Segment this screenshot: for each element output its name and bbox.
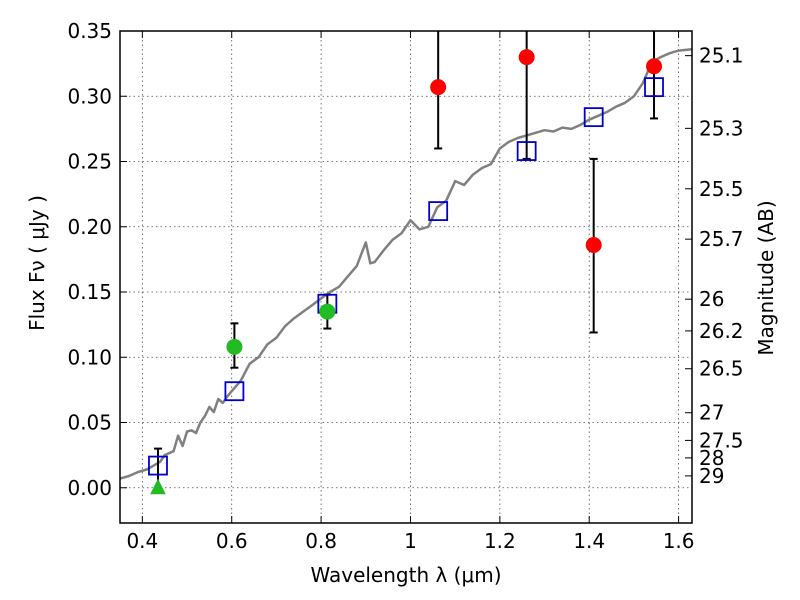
y2-tick-label: 28 xyxy=(699,446,724,470)
observed-circle-marker xyxy=(518,49,535,66)
model-square-marker xyxy=(224,381,245,402)
y2-tick-label: 27.5 xyxy=(699,428,744,452)
y2-tick-label: 25.1 xyxy=(699,44,744,68)
y2-tick-label: 27 xyxy=(699,401,724,425)
y-tick-label: 0.30 xyxy=(67,84,112,108)
y-tick-label: 0.20 xyxy=(67,215,112,239)
y-tick-label: 0.25 xyxy=(67,150,112,174)
sed-curve xyxy=(120,48,692,480)
model-square-marker xyxy=(583,107,604,128)
plot-frame xyxy=(119,30,693,524)
x-tick-label: 0.4 xyxy=(126,529,158,553)
y-tick-label: 0.05 xyxy=(67,411,112,435)
observed-circle-marker xyxy=(646,58,663,75)
y2-axis-title: Magnitude (AB) xyxy=(754,200,778,355)
y-axis-title: Flux Fν ( μJy ) xyxy=(25,195,49,331)
model-square-marker xyxy=(428,201,449,221)
model-square-marker xyxy=(516,141,537,161)
x-tick-label: 1.6 xyxy=(663,529,695,553)
model-points xyxy=(148,77,664,476)
y2-tick-label: 26.5 xyxy=(699,357,744,381)
y-tick-label: 0.35 xyxy=(67,19,112,43)
model-square-marker xyxy=(644,77,664,98)
x-tick-label: 1.2 xyxy=(484,529,516,553)
x-axis-ticks: 0.4 0.6 0.8 1 1.2 1.4 1.6 xyxy=(126,31,695,553)
y-axis-ticks: 0.00 0.05 0.10 0.15 0.20 0.25 0.30 0.35 xyxy=(67,19,127,500)
x-axis-title: Wavelength λ (μm) xyxy=(310,563,501,587)
y2-tick-label: 26.2 xyxy=(699,319,744,343)
error-bars xyxy=(153,31,659,489)
observed-circle-marker xyxy=(585,237,602,254)
y-tick-label: 0.15 xyxy=(67,280,112,304)
x-tick-label: 0.8 xyxy=(305,529,337,553)
grid-lines xyxy=(120,30,692,523)
y-tick-label: 0.00 xyxy=(67,476,112,500)
upper-limit-triangle-marker xyxy=(150,478,166,495)
observed-points xyxy=(150,49,663,495)
x-tick-label: 0.6 xyxy=(216,529,248,553)
observed-circle-marker xyxy=(430,79,447,96)
y2-tick-label: 25.3 xyxy=(699,116,744,140)
observed-circle-marker xyxy=(226,338,243,355)
sed-curve-layer xyxy=(120,48,692,480)
y2-tick-label: 29 xyxy=(699,464,724,488)
y-tick-label: 0.10 xyxy=(67,345,112,369)
x-tick-label: 1 xyxy=(404,529,417,553)
y2-tick-label: 25.5 xyxy=(699,177,744,201)
observed-circle-marker xyxy=(319,303,336,320)
x-tick-label: 1.4 xyxy=(573,529,605,553)
y2-tick-label: 26 xyxy=(699,287,724,311)
y2-tick-label: 25.7 xyxy=(699,227,744,251)
model-square-marker xyxy=(148,455,168,476)
